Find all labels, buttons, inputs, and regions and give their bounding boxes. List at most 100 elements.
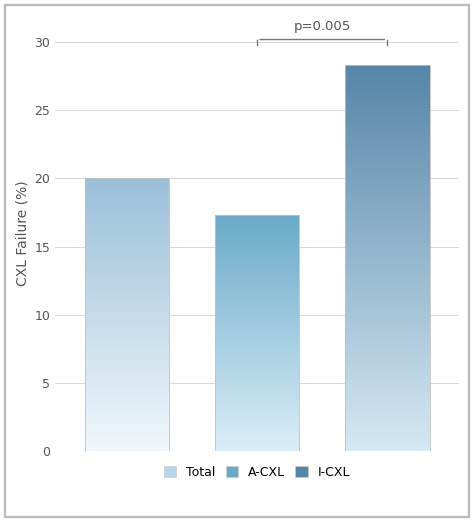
Bar [84, 303, 169, 304]
Bar [215, 262, 300, 263]
Bar [345, 278, 430, 279]
Bar [345, 381, 430, 382]
Bar [215, 297, 300, 298]
Bar [345, 324, 430, 325]
Bar [345, 145, 430, 146]
Bar [84, 196, 169, 197]
Bar [84, 251, 169, 252]
Bar [84, 404, 169, 405]
Bar [215, 251, 300, 252]
Bar [84, 305, 169, 306]
Bar [84, 447, 169, 448]
Bar [84, 361, 169, 362]
Bar [84, 230, 169, 231]
Bar [84, 352, 169, 353]
Bar [215, 288, 300, 289]
Bar [84, 400, 169, 401]
Bar [84, 410, 169, 411]
Bar [345, 320, 430, 321]
Bar [84, 256, 169, 257]
Bar [84, 307, 169, 309]
Bar [215, 401, 300, 402]
Bar [215, 417, 300, 418]
Bar [84, 231, 169, 232]
Bar [84, 406, 169, 407]
Bar [84, 318, 169, 319]
Bar [215, 293, 300, 294]
Bar [345, 190, 430, 192]
Bar [84, 245, 169, 246]
Bar [215, 264, 300, 265]
Bar [345, 213, 430, 215]
Bar [215, 226, 300, 227]
Bar [215, 338, 300, 339]
Bar [345, 168, 430, 170]
Bar [345, 220, 430, 221]
Bar [84, 417, 169, 418]
Bar [84, 448, 169, 449]
Bar [345, 317, 430, 318]
Bar [84, 344, 169, 345]
Bar [84, 331, 169, 332]
Bar [215, 254, 300, 255]
Bar [345, 148, 430, 149]
Bar [84, 181, 169, 182]
Bar [345, 208, 430, 209]
Bar [84, 399, 169, 400]
Bar [84, 381, 169, 382]
Bar [215, 305, 300, 306]
Bar [345, 426, 430, 428]
Bar [345, 431, 430, 432]
Bar [84, 315, 169, 316]
Bar [215, 261, 300, 262]
Bar [215, 215, 300, 216]
Bar [84, 238, 169, 239]
Bar [345, 120, 430, 121]
Bar [215, 330, 300, 331]
Bar [84, 342, 169, 343]
Bar [215, 444, 300, 445]
Bar [84, 403, 169, 404]
Bar [84, 293, 169, 294]
Bar [345, 415, 430, 416]
Bar [215, 329, 300, 330]
Bar [345, 184, 430, 185]
Bar [345, 199, 430, 200]
Bar [215, 304, 300, 305]
Bar [345, 437, 430, 438]
Bar [215, 233, 300, 234]
Bar [84, 283, 169, 284]
Bar [215, 311, 300, 312]
Bar [345, 329, 430, 330]
Bar [345, 402, 430, 404]
Bar [84, 423, 169, 424]
Bar [84, 298, 169, 299]
Bar [345, 91, 430, 92]
Bar [345, 312, 430, 313]
Bar [345, 114, 430, 115]
Bar [84, 274, 169, 275]
Bar [345, 280, 430, 281]
Bar [215, 285, 300, 286]
Bar [345, 335, 430, 337]
Bar [345, 89, 430, 90]
Bar [345, 101, 430, 103]
Bar [215, 316, 300, 317]
Bar [345, 259, 430, 261]
Bar [345, 221, 430, 222]
Bar [345, 407, 430, 409]
Bar [215, 314, 300, 315]
Bar [345, 316, 430, 317]
Bar [215, 360, 300, 361]
Bar [215, 396, 300, 397]
Bar [345, 204, 430, 206]
Bar [84, 413, 169, 414]
Bar [345, 103, 430, 104]
Bar [345, 143, 430, 144]
Bar [84, 286, 169, 287]
Bar [84, 439, 169, 440]
Bar [345, 420, 430, 421]
Bar [84, 261, 169, 262]
Bar [215, 240, 300, 241]
Bar [215, 287, 300, 288]
